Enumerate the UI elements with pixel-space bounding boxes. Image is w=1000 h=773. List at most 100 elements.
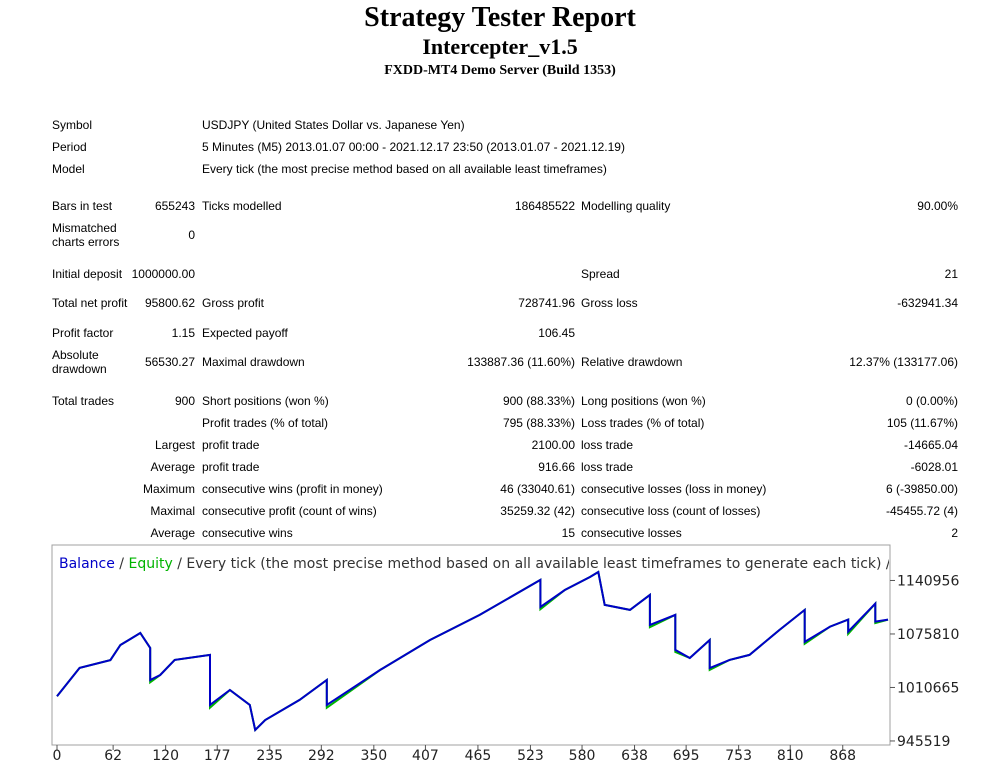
cell-label: consecutive losses (loss in money) xyxy=(581,482,767,496)
cell-value: 106.45 xyxy=(538,326,575,340)
cell-label: loss trade xyxy=(581,438,634,452)
cell-value: 2100.00 xyxy=(531,438,575,452)
legend-text: / Every tick (the most precise method ba… xyxy=(177,556,948,572)
cell-label: profit trade xyxy=(202,438,260,452)
cell-label: Absolute drawdown xyxy=(52,348,107,376)
cell-value: 728741.96 xyxy=(518,296,575,310)
x-tick-label: 235 xyxy=(256,748,283,764)
balance-line xyxy=(56,570,889,733)
cell-label: Relative drawdown xyxy=(581,355,683,369)
info-label: Model xyxy=(52,162,85,176)
cell-label: Gross profit xyxy=(202,296,265,310)
cell-label: Initial deposit xyxy=(52,267,123,281)
info-label: Symbol xyxy=(52,118,93,132)
cell-label: Bars in test xyxy=(52,199,113,213)
cell-value: 15 xyxy=(561,526,575,540)
cell-value: -45455.72 (4) xyxy=(885,504,958,518)
cell-value: -14665.04 xyxy=(903,438,958,452)
cell-label: consecutive loss (count of losses) xyxy=(581,504,761,518)
x-tick-label: 350 xyxy=(360,748,387,764)
cell-value: 795 (88.33%) xyxy=(502,416,575,430)
cell-value: 916.66 xyxy=(538,460,575,474)
x-tick-label: 523 xyxy=(517,748,544,764)
cell-label: consecutive wins (profit in money) xyxy=(202,482,383,496)
chart-legend: Balance / Equity / Every tick (the most … xyxy=(59,556,948,572)
info-label: Period xyxy=(52,140,87,154)
cell-label: loss trade xyxy=(581,460,634,474)
cell-label: profit trade xyxy=(202,460,260,474)
cell-value: 95800.62 xyxy=(144,296,195,310)
x-tick-label: 810 xyxy=(777,748,804,764)
cell-label: Profit trades (% of total) xyxy=(202,416,329,430)
balance-chart: Balance / Equity / Every tick (the most … xyxy=(51,544,959,764)
legend-balance: Balance xyxy=(59,556,115,572)
cell-value: Average xyxy=(150,460,195,474)
cell-value: -632941.34 xyxy=(897,296,958,310)
x-tick-label: 580 xyxy=(569,748,596,764)
cell-label: Short positions (won %) xyxy=(202,394,329,408)
cell-value: 900 xyxy=(174,394,195,408)
x-tick-label: 120 xyxy=(152,748,179,764)
server-name: FXDD-MT4 Demo Server (Build 1353) xyxy=(384,63,616,78)
cell-value: Maximum xyxy=(142,482,195,496)
cell-label: Profit factor xyxy=(52,326,114,340)
cell-value: 105 (11.67%) xyxy=(886,416,958,430)
cell-value: 133887.36 (11.60%) xyxy=(467,355,575,369)
info-value: 5 Minutes (M5) 2013.01.07 00:00 - 2021.1… xyxy=(202,140,625,154)
cell-value: 35259.32 (42) xyxy=(500,504,575,518)
x-tick-label: 638 xyxy=(621,748,648,764)
expert-name: Intercepter_v1.5 xyxy=(422,34,578,59)
cell-value: 2 xyxy=(951,526,958,540)
x-tick-label: 753 xyxy=(725,748,752,764)
x-tick-label: 62 xyxy=(104,748,122,764)
cell-value: 186485522 xyxy=(514,199,575,213)
cell-value: Maximal xyxy=(150,504,195,518)
cell-value: 56530.27 xyxy=(144,355,195,369)
cell-label: Gross loss xyxy=(581,296,638,310)
cell-value: 46 (33040.61) xyxy=(500,482,575,496)
cell-value: Largest xyxy=(154,438,195,452)
cell-value: 1.15 xyxy=(171,326,195,340)
cell-label: Modelling quality xyxy=(581,199,671,213)
cell-label: Maximal drawdown xyxy=(202,355,305,369)
x-tick-label: 868 xyxy=(829,748,856,764)
y-tick-label: 1010665 xyxy=(897,680,959,696)
cell-value: 1000000.00 xyxy=(131,267,195,281)
y-tick-label: 1075810 xyxy=(897,627,959,643)
x-tick-label: 177 xyxy=(204,748,231,764)
cell-label: Total net profit xyxy=(52,296,128,310)
cell-label: Expected payoff xyxy=(202,326,288,340)
cell-label: Mismatched charts errors xyxy=(52,221,120,249)
x-tick-label: 695 xyxy=(673,748,700,764)
cell-value: -6028.01 xyxy=(910,460,958,474)
report-title: Strategy Tester Report xyxy=(364,2,636,33)
cell-value: Average xyxy=(150,526,195,540)
cell-value: 655243 xyxy=(154,199,195,213)
cell-value: 90.00% xyxy=(917,199,958,213)
legend-separator: / xyxy=(119,556,124,572)
cell-label: consecutive wins xyxy=(202,526,293,540)
cell-value: 0 xyxy=(188,228,195,242)
info-value: Every tick (the most precise method base… xyxy=(202,162,607,176)
cell-label: consecutive losses xyxy=(581,526,682,540)
cell-value: 900 (88.33%) xyxy=(502,394,575,408)
cell-value: 12.37% (133177.06) xyxy=(849,355,958,369)
cell-label: Total trades xyxy=(52,394,115,408)
x-tick-label: 0 xyxy=(53,748,62,764)
cell-value: 6 (-39850.00) xyxy=(885,482,958,496)
info-value: USDJPY (United States Dollar vs. Japanes… xyxy=(202,118,465,132)
cell-label: Spread xyxy=(581,267,620,281)
x-tick-label: 407 xyxy=(412,748,439,764)
cell-label: Ticks modelled xyxy=(202,199,282,213)
cell-value: 0 (0.00%) xyxy=(905,394,958,408)
y-tick-label: 945519 xyxy=(897,734,950,750)
cell-label: Loss trades (% of total) xyxy=(581,416,705,430)
cell-label: Long positions (won %) xyxy=(581,394,706,408)
y-tick-label: 1140956 xyxy=(897,573,959,589)
x-tick-label: 292 xyxy=(308,748,335,764)
x-tick-label: 465 xyxy=(465,748,492,764)
legend-equity: Equity xyxy=(128,556,172,572)
cell-value: 21 xyxy=(944,267,958,281)
cell-label: consecutive profit (count of wins) xyxy=(202,504,377,518)
